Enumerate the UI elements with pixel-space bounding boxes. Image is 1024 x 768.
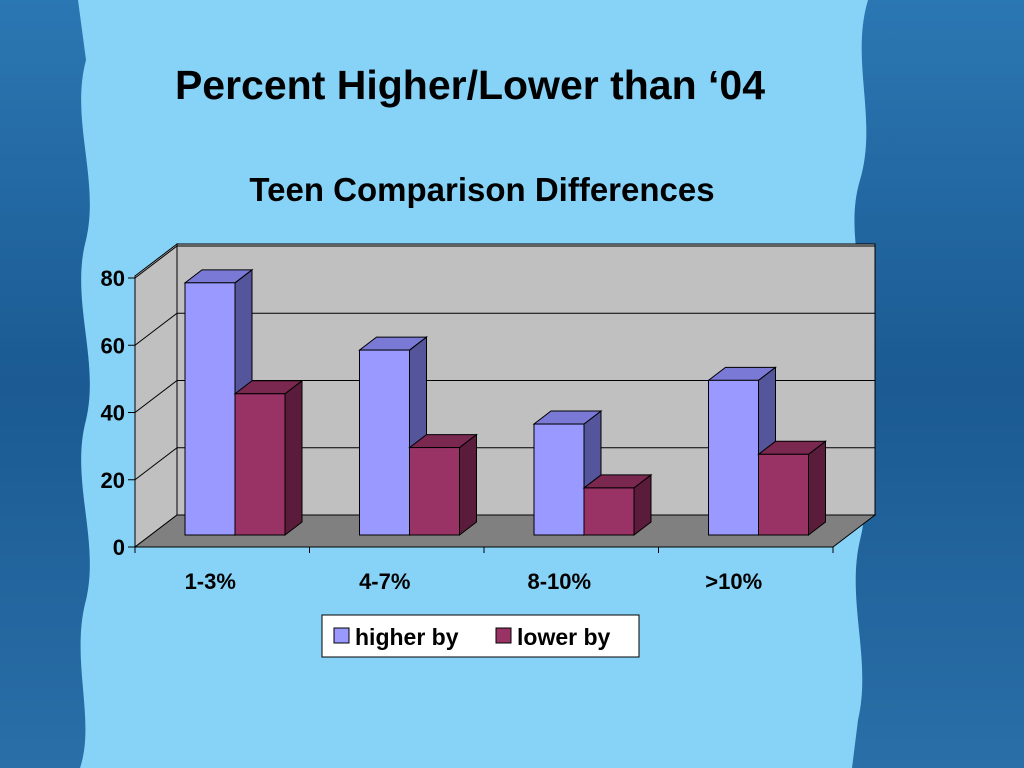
legend-box: [321, 614, 640, 658]
gridline: [134, 447, 875, 481]
legend-label: lower by: [517, 624, 611, 650]
bar-front: [583, 487, 635, 536]
y-tick-label: 80: [101, 266, 125, 291]
legend-swatch: [495, 627, 512, 644]
slide-title: Percent Higher/Lower than ‘04: [174, 62, 766, 108]
gridline: [134, 380, 875, 413]
y-tick-label: 20: [101, 468, 125, 493]
bar: [358, 336, 428, 537]
legend-label: higher by: [355, 624, 459, 650]
legend[interactable]: higher by lower by: [321, 614, 640, 658]
bar: [408, 433, 478, 537]
bar-front: [234, 393, 286, 536]
side-wall: [134, 242, 178, 549]
y-tick-label: 40: [101, 401, 125, 426]
gridline: [134, 245, 875, 279]
bar-front: [708, 379, 759, 536]
bar: [582, 473, 653, 537]
bar-front: [533, 423, 585, 536]
x-tick-label: 8-10%: [527, 569, 591, 594]
bar-side: [459, 433, 477, 537]
gridline: [134, 312, 875, 346]
legend-swatch: [333, 627, 350, 644]
x-tick-label: 1-3%: [185, 569, 236, 594]
bar: [757, 440, 827, 537]
y-tick-label: 0: [113, 535, 125, 560]
x-tick-label: 4-7%: [359, 569, 410, 594]
bar-front: [409, 447, 460, 536]
bar-side: [284, 379, 303, 537]
bar-front: [184, 282, 236, 536]
bar-front: [359, 349, 410, 536]
x-tick-label: >10%: [705, 569, 762, 594]
bar: [233, 379, 304, 537]
plot-area: 0 20 40 60 80 1-3% 4-7% 8-10% >10%: [101, 242, 877, 594]
chart-title: Teen Comparison Differences: [249, 171, 714, 208]
y-tick-label: 60: [101, 333, 125, 358]
bar-front: [758, 453, 809, 536]
bar-side: [808, 440, 826, 537]
